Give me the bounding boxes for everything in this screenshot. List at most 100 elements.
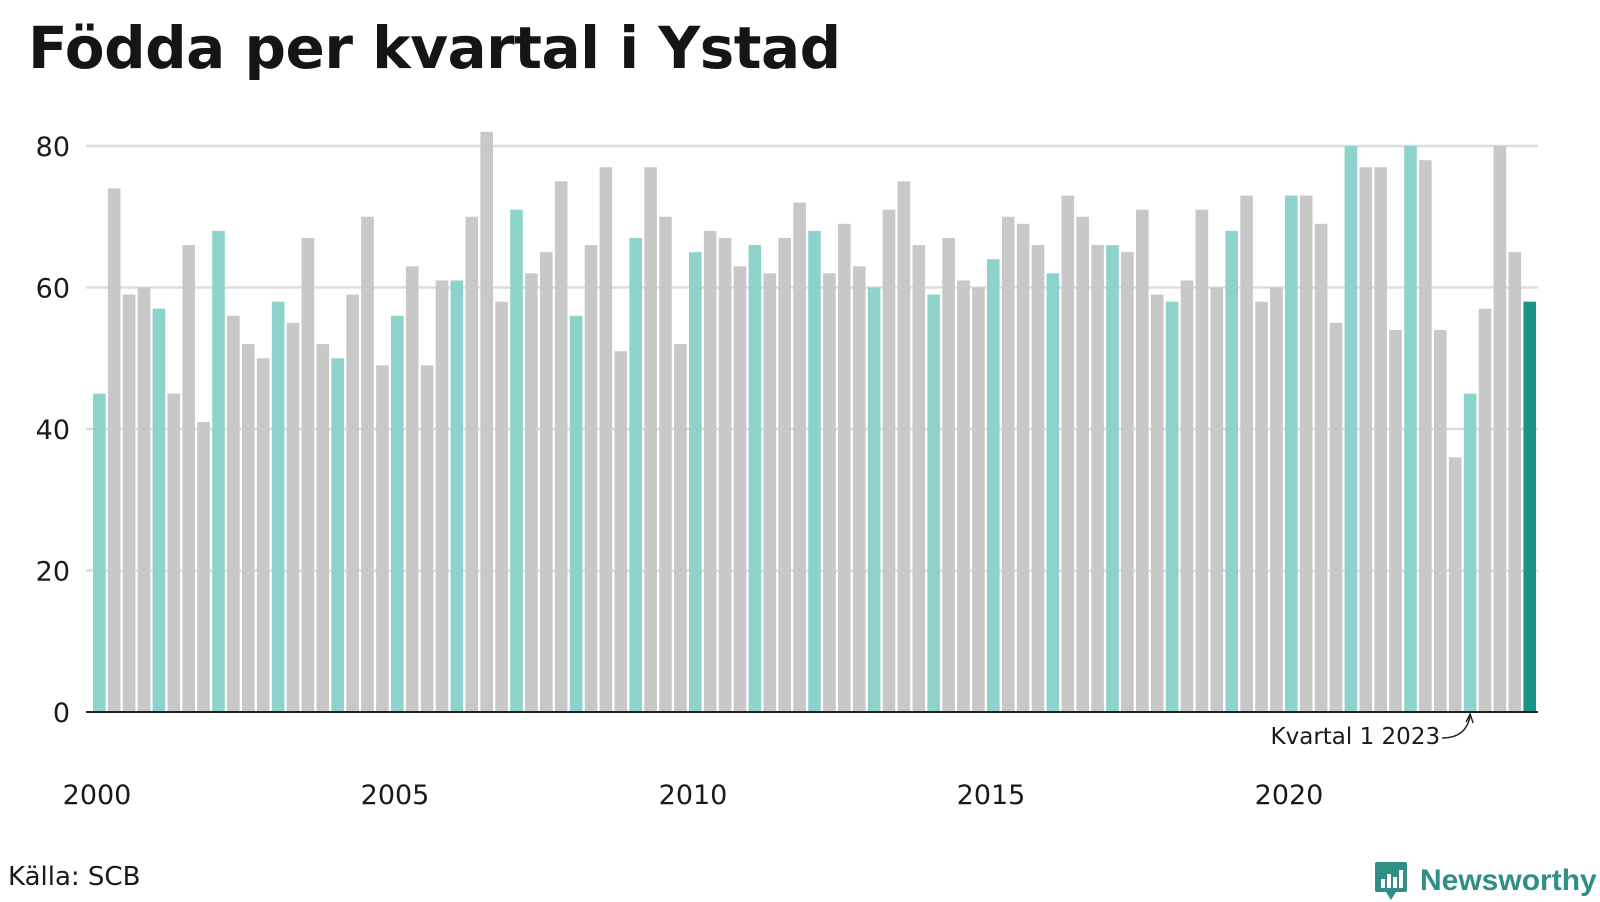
bar-2023-q3 (1493, 146, 1507, 712)
bar-2023-q1 (1463, 393, 1477, 713)
annotation-arrow (1442, 715, 1471, 739)
bar-2006-q4 (495, 301, 508, 712)
bar-2000-q4 (137, 287, 151, 712)
bar-2021-q1 (1344, 146, 1358, 712)
bars (93, 131, 1536, 713)
bar-2022-q2 (1419, 160, 1432, 712)
bar-2019-q2 (1240, 195, 1253, 712)
bar-2018-q2 (1180, 280, 1194, 712)
bar-2009-q3 (659, 216, 672, 712)
bar-2020-q1 (1285, 195, 1298, 712)
bar-2005-q2 (405, 266, 419, 712)
y-tick-label-80: 80 (36, 132, 70, 163)
y-tick-label-40: 40 (36, 415, 70, 446)
bar-2020-q2 (1299, 195, 1313, 712)
bar-2010-q1 (689, 252, 702, 713)
bar-2013-q1 (867, 287, 881, 712)
bar-2004-q3 (361, 216, 374, 712)
bar-2001-q4 (197, 421, 210, 712)
bar-2005-q1 (391, 315, 404, 712)
bar-2007-q2 (525, 273, 538, 712)
bar-2005-q4 (435, 280, 449, 712)
bar-2016-q3 (1076, 216, 1089, 712)
bar-2017-q4 (1150, 294, 1164, 712)
bar-2003-q3 (301, 237, 315, 712)
bar-2003-q1 (271, 301, 285, 712)
y-tick-label-20: 20 (36, 557, 70, 588)
bar-2013-q4 (912, 245, 926, 713)
bar-2020-q3 (1314, 223, 1328, 712)
bar-2000-q1 (93, 393, 106, 713)
x-tick-label-2010: 2010 (659, 780, 728, 811)
bar-2022-q3 (1434, 329, 1447, 712)
bar-2001-q1 (152, 308, 166, 712)
bar-2012-q2 (823, 273, 836, 712)
x-tick-label-2015: 2015 (957, 780, 1026, 811)
bar-2022-q4 (1448, 457, 1462, 712)
bar-2004-q1 (331, 358, 344, 712)
bar-2006-q3 (480, 131, 493, 713)
bar-2013-q3 (897, 181, 911, 713)
bar-2014-q4 (972, 287, 985, 712)
bar-2016-q4 (1091, 245, 1104, 713)
source-note: Källa: SCB (8, 862, 141, 892)
chart-title: Födda per kvartal i Ystad (28, 14, 841, 82)
bar-2010-q2 (703, 230, 717, 712)
bar-2013-q2 (882, 209, 896, 712)
newsworthy-logo-icon (1375, 862, 1407, 900)
bar-2020-q4 (1329, 322, 1343, 713)
bar-2008-q1 (569, 315, 583, 712)
bar-2024-q1 (1523, 301, 1536, 712)
bar-2014-q2 (942, 237, 955, 712)
bar-2008-q2 (584, 245, 598, 713)
bar-2003-q2 (286, 322, 300, 713)
bar-2008-q4 (614, 351, 628, 712)
bar-2011-q1 (748, 245, 762, 713)
bar-2000-q2 (107, 188, 121, 712)
bar-2012-q4 (852, 266, 866, 712)
bar-2000-q3 (122, 294, 136, 712)
bar-2016-q2 (1061, 195, 1075, 712)
bar-2015-q4 (1031, 245, 1045, 713)
bar-2014-q3 (957, 280, 970, 712)
bar-2019-q4 (1270, 287, 1283, 712)
bar-2017-q2 (1121, 252, 1134, 713)
y-tick-label-0: 0 (53, 698, 70, 729)
newsworthy-logo: Newsworthy (1374, 860, 1597, 902)
bar-2017-q3 (1136, 209, 1149, 712)
bar-2006-q1 (450, 280, 464, 712)
bar-2017-q1 (1106, 245, 1119, 713)
bar-2022-q1 (1404, 146, 1417, 712)
bar-2002-q3 (242, 344, 255, 712)
bar-2001-q2 (167, 393, 181, 713)
bar-2009-q4 (674, 344, 687, 712)
tick-labels: 0 20 40 60 80 2000 2005 2010 2015 2020 (36, 132, 1324, 811)
bar-2007-q1 (510, 209, 523, 712)
bar-2021-q4 (1389, 329, 1402, 712)
bar-2002-q4 (256, 358, 270, 712)
x-tick-label-2000: 2000 (63, 780, 132, 811)
bar-2006-q2 (465, 216, 479, 712)
bar-2023-q4 (1508, 252, 1522, 713)
bar-2010-q3 (718, 237, 732, 712)
annotation-label: Kvartal 1 2023 (1271, 724, 1441, 750)
bar-2018-q3 (1195, 209, 1209, 712)
bar-2014-q1 (927, 294, 940, 712)
bar-2004-q2 (346, 294, 359, 712)
brand-name: Newsworthy (1420, 864, 1597, 897)
bar-2009-q1 (629, 237, 642, 712)
bar-2016-q1 (1046, 273, 1060, 712)
bar-2021-q3 (1374, 167, 1387, 713)
bar-2007-q4 (554, 181, 568, 713)
bar-2005-q3 (420, 365, 434, 712)
bar-2011-q3 (778, 237, 791, 712)
bar-2023-q2 (1478, 308, 1492, 712)
bar-2002-q2 (227, 315, 240, 712)
x-tick-label-2005: 2005 (361, 780, 430, 811)
bar-2004-q4 (376, 365, 389, 712)
bar-2002-q1 (212, 230, 225, 712)
bar-2015-q2 (1001, 216, 1015, 712)
bar-2015-q3 (1016, 223, 1030, 712)
annotation: Kvartal 1 2023 (1271, 712, 1474, 750)
